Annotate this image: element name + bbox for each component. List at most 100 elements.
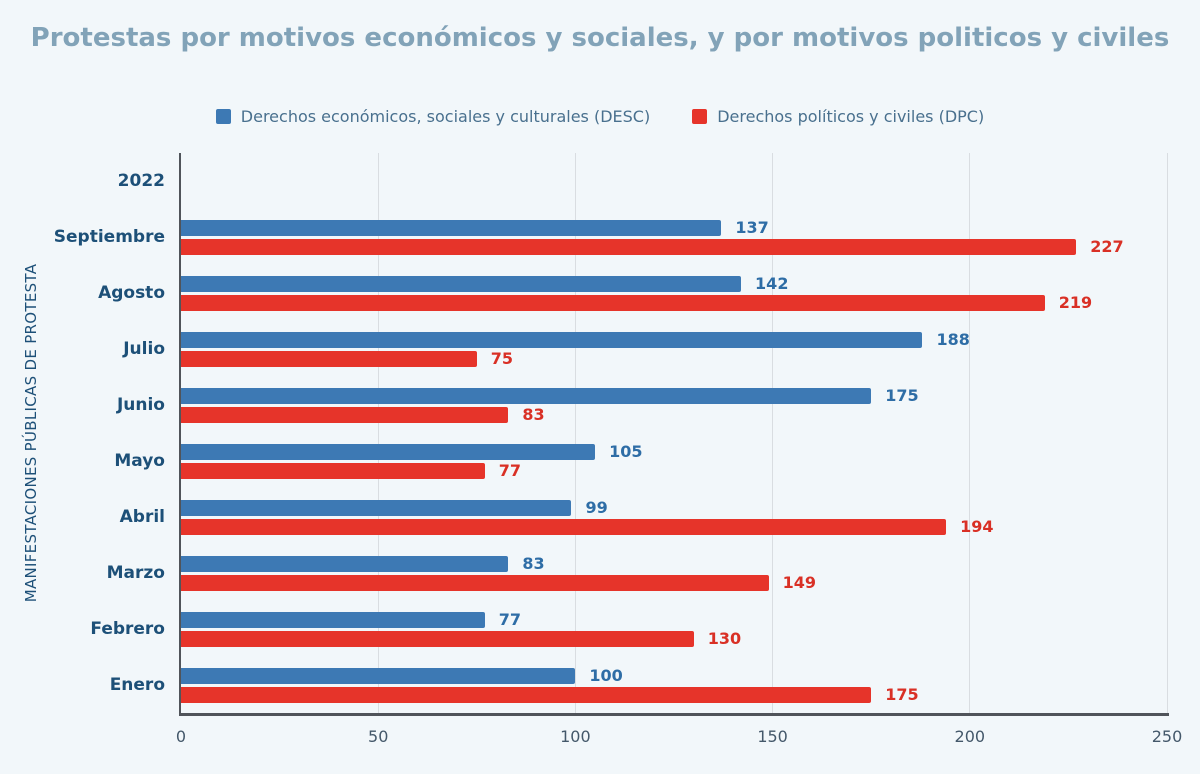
bar-line: 188: [181, 330, 1167, 349]
bar-dpc: [181, 574, 769, 591]
category-label: 2022: [117, 171, 165, 191]
bar-line: 100: [181, 666, 1167, 685]
category-row: 175 83: [181, 377, 1167, 433]
bar-value-label: 83: [522, 554, 545, 573]
y-axis-line: [179, 153, 181, 716]
bar-desc: [181, 331, 923, 348]
bar-dpc: [181, 518, 947, 535]
bar-line: 194: [181, 517, 1167, 536]
bar-value-label: 130: [707, 629, 742, 648]
bar-rows: 137 227 142 219 188 75 175 83 105 77 99 194 83 149 77 1…: [181, 153, 1167, 713]
legend-item-dpc: Derechos políticos y civiles (DPC): [692, 107, 984, 126]
category-row: 99 194: [181, 489, 1167, 545]
bar-dpc: [181, 462, 485, 479]
x-tick-label: 0: [175, 727, 187, 746]
bar-desc: [181, 219, 722, 236]
category-row: [181, 153, 1167, 209]
x-tick-label: 50: [368, 727, 389, 746]
bar-desc: [181, 611, 485, 628]
gridline: [772, 153, 774, 713]
bar-line: 175: [181, 685, 1167, 704]
legend-label: Derechos políticos y civiles (DPC): [717, 107, 985, 126]
bar-value-label: 77: [498, 461, 521, 480]
category-row: 188 75: [181, 321, 1167, 377]
category-label: Junio: [116, 395, 165, 415]
category-label: Enero: [109, 675, 165, 695]
bar-value-label: 75: [490, 349, 514, 368]
bar-dpc: [181, 686, 872, 703]
category-label: Agosto: [98, 283, 165, 303]
gridline: [969, 153, 971, 713]
bar-line: 137: [181, 218, 1167, 237]
bar-desc: [181, 443, 596, 460]
plot-area: 137 227 142 219 188 75 175 83 105 77 99 194 83 149 77 1…: [181, 153, 1168, 713]
category-row: 77 130: [181, 601, 1167, 657]
category-label: Abril: [119, 507, 165, 527]
bar-line: 105: [181, 442, 1167, 461]
bar-value-label: 105: [609, 442, 643, 461]
x-axis-line: [179, 713, 1169, 716]
category-row: 142 219: [181, 265, 1167, 321]
bar-value-label: 227: [1090, 237, 1124, 256]
x-tick-label: 150: [757, 727, 788, 746]
category-label: Julio: [123, 339, 165, 359]
bar-value-label: 137: [735, 218, 769, 237]
bar-dpc: [181, 350, 477, 367]
bar-value-label: 100: [589, 666, 623, 685]
bar-desc: [181, 275, 742, 292]
x-tick-label: 250: [1151, 727, 1183, 746]
category-label: Marzo: [106, 563, 165, 583]
bar-line: 227: [181, 237, 1167, 256]
legend-swatch-dpc: [692, 109, 708, 124]
bar-desc: [181, 667, 576, 684]
bar-desc: [181, 555, 509, 572]
bar-line: 130: [181, 629, 1167, 648]
gridline: [377, 153, 379, 713]
bar-line: 77: [181, 610, 1167, 629]
bar-value-label: 194: [960, 517, 994, 536]
legend-label: Derechos económicos, sociales y cultural…: [240, 107, 651, 126]
category-row: 100 175: [181, 657, 1167, 713]
category-row: 137 227: [181, 209, 1167, 265]
bar-line: 99: [181, 498, 1167, 517]
bar-dpc: [181, 630, 694, 647]
bar-value-label: 188: [936, 330, 970, 349]
bar-line: 83: [181, 405, 1167, 424]
bar-line: 142: [181, 274, 1167, 293]
bar-desc: [181, 499, 572, 516]
bar-value-label: 175: [885, 685, 919, 704]
bar-desc: [181, 387, 872, 404]
bar-value-label: 99: [585, 498, 608, 517]
category-row: 83 149: [181, 545, 1167, 601]
bar-line: 75: [181, 349, 1167, 368]
bar-line: 83: [181, 554, 1167, 573]
bar-line: 175: [181, 386, 1167, 405]
x-tick-label: 200: [954, 727, 986, 746]
legend-swatch-desc: [215, 109, 231, 124]
legend-item-desc: Derechos económicos, sociales y cultural…: [215, 107, 651, 126]
bar-line: 149: [181, 573, 1167, 592]
bar-line: 219: [181, 293, 1167, 312]
bar-dpc: [181, 294, 1045, 311]
bar-dpc: [181, 238, 1077, 255]
bar-line: [181, 183, 1167, 199]
bar-line: 77: [181, 461, 1167, 480]
category-label: Mayo: [114, 451, 165, 471]
chart-title: Protestas por motivos económicos y socia…: [30, 23, 1170, 53]
bar-value-label: 175: [885, 386, 919, 405]
category-labels: 2022 Septiembre Agosto Julio Junio Mayo Abril M…: [0, 153, 179, 713]
gridline: [1166, 153, 1168, 713]
category-row: 105 77: [181, 433, 1167, 489]
bar-value-label: 142: [755, 274, 789, 293]
bar-value-label: 83: [522, 405, 545, 424]
category-label: Septiembre: [53, 227, 165, 247]
bar-value-label: 149: [782, 573, 817, 592]
legend: Derechos económicos, sociales y cultural…: [0, 107, 1200, 126]
gridline: [574, 153, 576, 713]
bar-line: [181, 164, 1167, 180]
category-label: Febrero: [90, 619, 165, 639]
bar-value-label: 77: [498, 610, 521, 629]
bar-dpc: [181, 406, 509, 423]
bar-value-label: 219: [1058, 293, 1093, 312]
